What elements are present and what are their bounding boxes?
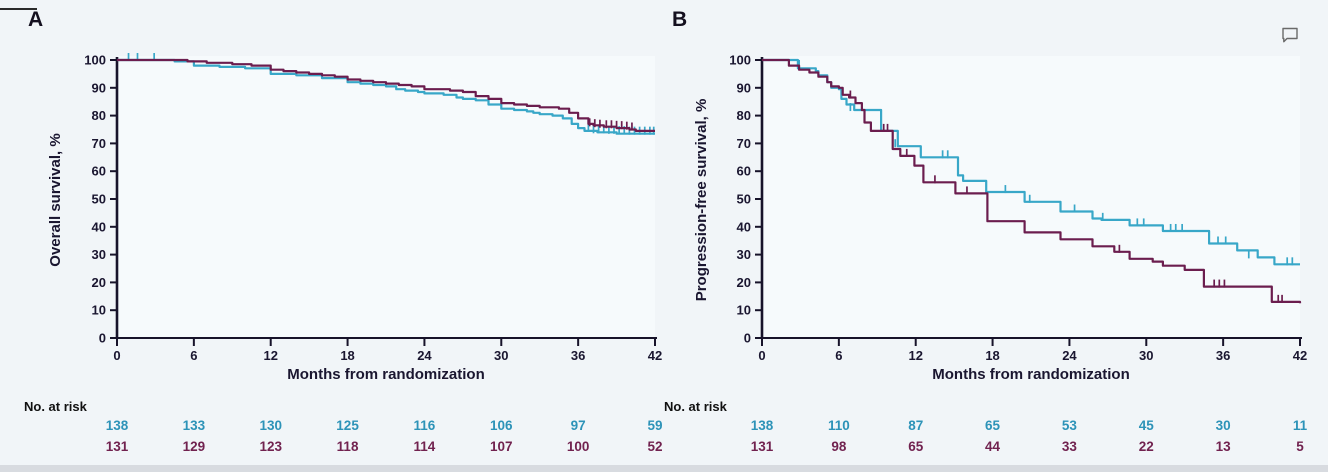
risk-value-arm-maroon: 65 (908, 439, 924, 454)
risk-value-arm-teal: 65 (985, 418, 1001, 433)
panel-a-no-at-risk-label: No. at risk (24, 399, 87, 414)
risk-value-arm-teal: 116 (414, 418, 436, 433)
panel-b: 0 10 20 30 40 50 60 70 80 90 100 0 6 12 18 24 30 36 42 (729, 53, 1307, 364)
risk-value-arm-maroon: 100 (567, 439, 590, 454)
panel-b-no-at-risk-label: No. at risk (664, 399, 727, 414)
risk-value-arm-teal: 106 (490, 418, 513, 433)
risk-value-arm-teal: 11 (1293, 418, 1308, 433)
risk-value-arm-teal: 138 (751, 418, 774, 433)
risk-value-arm-teal: 97 (571, 418, 586, 433)
y-tick-label: 60 (737, 164, 751, 179)
censor-ticks-arm-maroon (849, 90, 1283, 303)
y-tick-label: 50 (737, 192, 751, 207)
y-tick-label: 90 (737, 80, 751, 95)
x-tick-label: 24 (1062, 348, 1077, 363)
risk-value-arm-teal: 138 (106, 418, 129, 433)
y-tick-label: 0 (744, 331, 751, 346)
bottom-edge-band (0, 465, 1328, 472)
risk-value-arm-maroon: 107 (490, 439, 513, 454)
plot-area (117, 56, 655, 338)
risk-table-b: 138 110 87 65 53 45 30 11 131 98 65 44 33 22 13 5 (751, 418, 1308, 454)
risk-value-arm-maroon: 123 (259, 439, 282, 454)
x-tick-label: 12 (908, 348, 922, 363)
censor-ticks-arm-maroon (588, 118, 633, 131)
top-left-dash (0, 8, 37, 10)
y-tick-label: 80 (737, 108, 751, 123)
risk-value-arm-teal: 125 (336, 418, 359, 433)
x-tick-label: 18 (985, 348, 999, 363)
risk-value-arm-maroon: 22 (1139, 439, 1154, 454)
risk-value-arm-maroon: 5 (1296, 439, 1304, 454)
risk-value-arm-teal: 45 (1139, 418, 1155, 433)
y-tick-label: 40 (737, 219, 751, 234)
y-tick-label: 100 (84, 53, 106, 68)
x-tick-label: 6 (190, 348, 197, 363)
y-tick-label: 70 (92, 136, 106, 151)
x-tick-label: 30 (1139, 348, 1153, 363)
y-tick-label: 80 (92, 108, 106, 123)
x-tick-label: 36 (571, 348, 585, 363)
y-tick-label: 70 (737, 136, 751, 151)
y-tick-label: 50 (92, 192, 106, 207)
censor-ticks-arm-teal (798, 59, 1294, 266)
y-tick-label: 60 (92, 164, 106, 179)
risk-value-arm-maroon: 33 (1062, 439, 1078, 454)
y-tick-label: 30 (92, 247, 106, 262)
risk-value-arm-maroon: 44 (985, 439, 1001, 454)
comment-bubble-icon[interactable] (1280, 26, 1302, 46)
x-tick-label: 0 (758, 348, 765, 363)
risk-value-arm-teal: 133 (183, 418, 206, 433)
risk-value-arm-maroon: 131 (106, 439, 129, 454)
y-tick-label: 20 (737, 275, 751, 290)
panel-a-letter: A (28, 8, 44, 31)
x-tick-label: 36 (1216, 348, 1230, 363)
y-tick-label: 90 (92, 80, 106, 95)
risk-value-arm-maroon: 114 (414, 439, 436, 454)
risk-table-a: 138 133 130 125 116 106 97 59 131 129 123 118 114 107… (106, 418, 663, 454)
panel-b-x-axis-label: Months from randomization (932, 366, 1130, 383)
y-tick-label: 40 (92, 219, 106, 234)
risk-value-arm-teal: 87 (908, 418, 923, 433)
x-tick-label: 42 (648, 348, 662, 363)
x-tick-label: 30 (494, 348, 508, 363)
risk-value-arm-maroon: 52 (647, 439, 662, 454)
y-tick-label: 10 (92, 303, 106, 318)
risk-value-arm-teal: 110 (828, 418, 850, 433)
x-tick-label: 24 (417, 348, 432, 363)
x-tick-label: 12 (263, 348, 277, 363)
x-tick-label: 0 (113, 348, 120, 363)
panel-a-x-axis-label: Months from randomization (287, 366, 485, 383)
risk-value-arm-maroon: 98 (831, 439, 847, 454)
plot-area (762, 56, 1300, 338)
risk-value-arm-teal: 130 (259, 418, 282, 433)
x-tick-label: 6 (835, 348, 842, 363)
risk-value-arm-teal: 59 (647, 418, 662, 433)
x-tick-label: 18 (340, 348, 354, 363)
risk-value-arm-maroon: 13 (1216, 439, 1232, 454)
y-tick-label: 20 (92, 275, 106, 290)
risk-value-arm-teal: 30 (1216, 418, 1231, 433)
survival-curve-arm-maroon (117, 58, 655, 132)
y-tick-label: 0 (99, 331, 106, 346)
survival-curve-arm-maroon (762, 58, 1302, 304)
risk-value-arm-maroon: 129 (183, 439, 206, 454)
panel-b-letter: B (672, 8, 688, 31)
risk-value-arm-teal: 53 (1062, 418, 1078, 433)
survival-curve-arm-teal (117, 58, 655, 135)
y-tick-label: 30 (737, 247, 751, 262)
risk-value-arm-maroon: 131 (751, 439, 774, 454)
risk-value-arm-maroon: 118 (337, 439, 359, 454)
y-tick-label: 10 (737, 303, 751, 318)
panel-a: 0 10 20 30 40 50 60 70 80 90 100 0 6 12 18 24 30 36 42 (84, 53, 662, 364)
x-tick-label: 42 (1293, 348, 1307, 363)
y-tick-label: 100 (729, 53, 751, 68)
